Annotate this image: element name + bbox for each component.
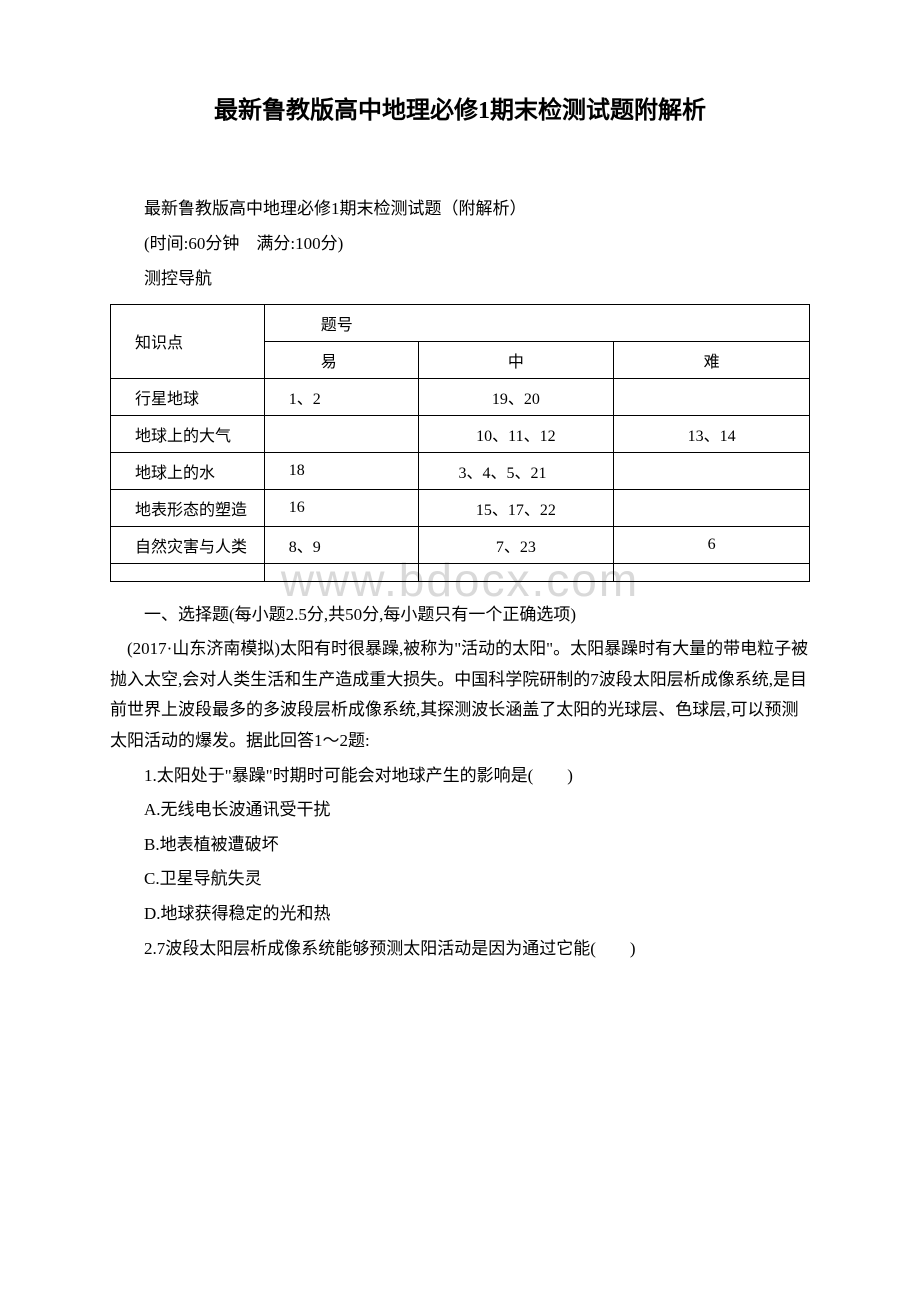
- table-header-row: 知识点 题号: [111, 304, 810, 341]
- question-stem: 2.7波段太阳层析成像系统能够预测太阳活动是因为通过它能( ): [110, 934, 810, 965]
- cell-med: 19、20: [418, 378, 614, 415]
- th-easy: 易: [264, 341, 418, 378]
- table-row: 地球上的水 18 3、4、5、21: [111, 452, 810, 489]
- cell-med: 3、4、5、21: [418, 452, 614, 489]
- nav-table: 知识点 题号 易 中 难 行星地球 1、2 19、20 地球上的大气 10、11…: [110, 304, 810, 582]
- row-label: 自然灾害与人类: [111, 526, 265, 563]
- question-option: A.无线电长波通讯受干扰: [110, 795, 810, 826]
- cell-easy: [264, 415, 418, 452]
- cell-easy: 8、9: [264, 526, 418, 563]
- cell-med: 10、11、12: [418, 415, 614, 452]
- table-row: [111, 563, 810, 581]
- question-option: B.地表植被遭破坏: [110, 830, 810, 861]
- table-row: 地表形态的塑造 16 15、17、22: [111, 489, 810, 526]
- table-row: 行星地球 1、2 19、20: [111, 378, 810, 415]
- row-label: 地球上的大气: [111, 415, 265, 452]
- table-row: 自然灾害与人类 8、9 7、23 6: [111, 526, 810, 563]
- page-content: 最新鲁教版高中地理必修1期末检测试题附解析 最新鲁教版高中地理必修1期末检测试题…: [110, 90, 810, 964]
- cell-easy: 1、2: [264, 378, 418, 415]
- cell-hard: [614, 489, 810, 526]
- cell-empty: [614, 563, 810, 581]
- cell-med: 7、23: [418, 526, 614, 563]
- question-option: C.卫星导航失灵: [110, 864, 810, 895]
- question-option: D.地球获得稳定的光和热: [110, 899, 810, 930]
- th-knowledge-point: 知识点: [111, 304, 265, 378]
- cell-hard: 6: [614, 526, 810, 563]
- row-label: 行星地球: [111, 378, 265, 415]
- subtitle: 最新鲁教版高中地理必修1期末检测试题（附解析）: [110, 195, 810, 224]
- cell-empty: [264, 563, 418, 581]
- th-med: 中: [418, 341, 614, 378]
- exam-info: (时间:60分钟 满分:100分): [110, 230, 810, 259]
- row-label: 地球上的水: [111, 452, 265, 489]
- cell-easy: 18: [264, 452, 418, 489]
- cell-hard: [614, 452, 810, 489]
- cell-med: 15、17、22: [418, 489, 614, 526]
- cell-easy: 16: [264, 489, 418, 526]
- question-stem: 1.太阳处于"暴躁"时期时可能会对地球产生的影响是( ): [110, 761, 810, 792]
- nav-heading: 测控导航: [110, 265, 810, 294]
- cell-empty: [111, 563, 265, 581]
- passage-text: (2017·山东济南模拟)太阳有时很暴躁,被称为"活动的太阳"。太阳暴躁时有大量…: [110, 634, 810, 756]
- row-label: 地表形态的塑造: [111, 489, 265, 526]
- table-row: 地球上的大气 10、11、12 13、14: [111, 415, 810, 452]
- th-hard: 难: [614, 341, 810, 378]
- cell-empty: [418, 563, 614, 581]
- cell-hard: [614, 378, 810, 415]
- section-heading: 一、选择题(每小题2.5分,共50分,每小题只有一个正确选项): [110, 600, 810, 631]
- th-tihao: 题号: [264, 304, 809, 341]
- page-title: 最新鲁教版高中地理必修1期末检测试题附解析: [110, 90, 810, 125]
- cell-hard: 13、14: [614, 415, 810, 452]
